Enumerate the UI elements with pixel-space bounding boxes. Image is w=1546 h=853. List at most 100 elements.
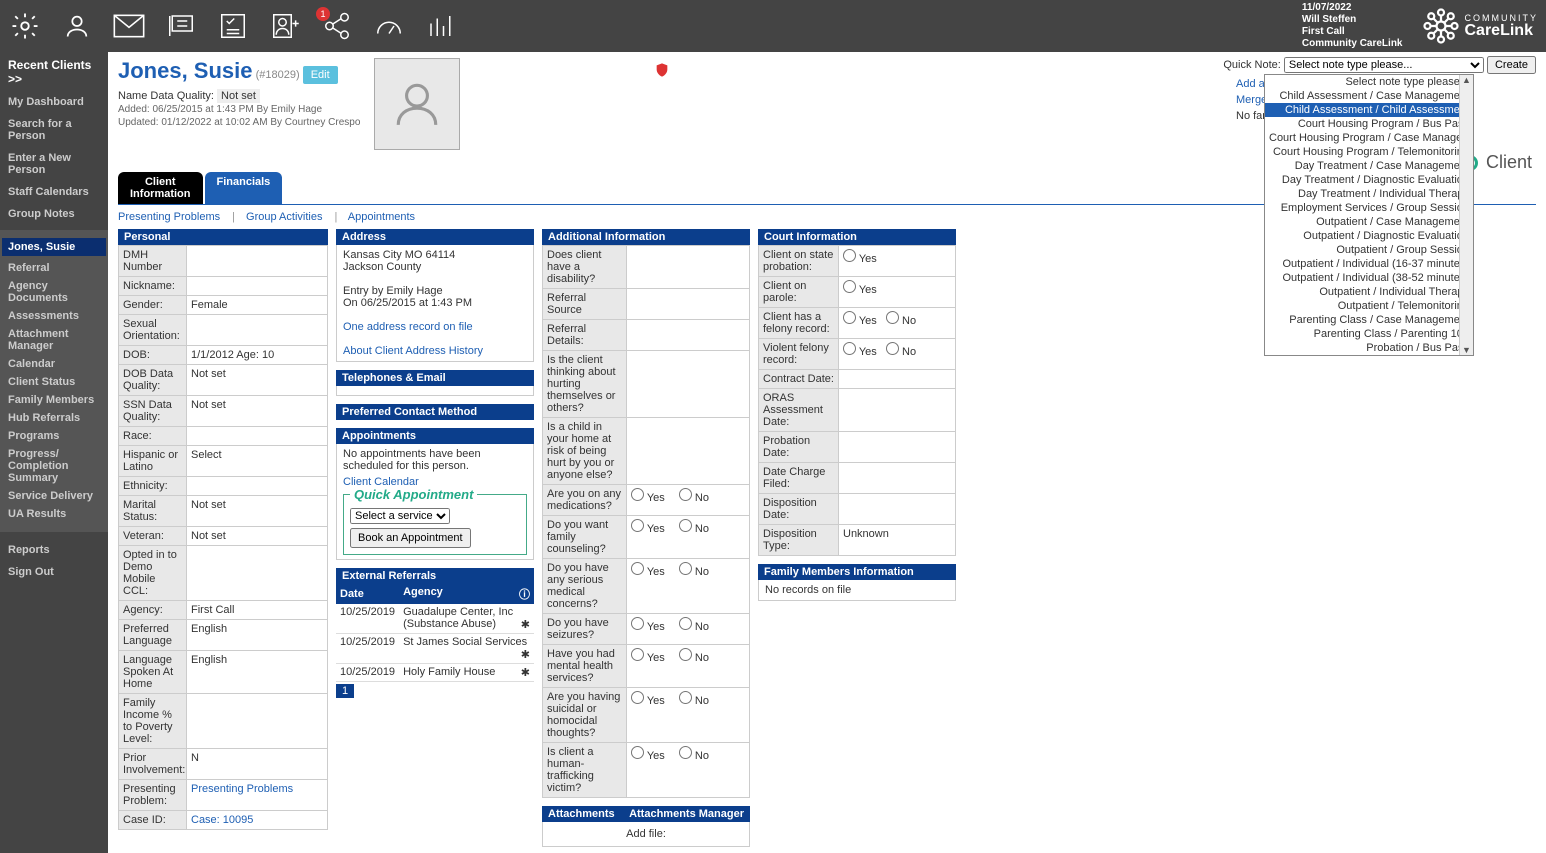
yes-radio[interactable] xyxy=(631,617,644,630)
dropdown-option[interactable]: Child Assessment / Case Management xyxy=(1265,89,1473,103)
note-type-dropdown[interactable]: Select note type please...Child Assessme… xyxy=(1264,74,1474,356)
dropdown-option[interactable]: Probation / Bus Pass xyxy=(1265,341,1473,355)
yes-radio[interactable] xyxy=(631,488,644,501)
presentation-icon[interactable] xyxy=(164,9,198,43)
dropdown-option[interactable]: Outpatient / Diagnostic Evaluation xyxy=(1265,229,1473,243)
no-radio[interactable] xyxy=(886,342,899,355)
subnav-item[interactable]: Attachment Manager xyxy=(8,328,100,352)
add-person-icon[interactable] xyxy=(268,9,302,43)
personal-panel: Personal DMH NumberNickname:Gender:Femal… xyxy=(118,229,328,830)
current-client[interactable]: Jones, Susie xyxy=(2,238,106,256)
subnav-item[interactable]: Progress/ Completion Summary xyxy=(8,448,100,484)
dropdown-option[interactable]: Day Treatment / Diagnostic Evaluation xyxy=(1265,173,1473,187)
no-radio[interactable] xyxy=(679,617,692,630)
dropdown-option[interactable]: Outpatient / Telemonitoring xyxy=(1265,299,1473,313)
dropdown-option[interactable]: Outpatient / Case Management xyxy=(1265,215,1473,229)
no-radio[interactable] xyxy=(679,519,692,532)
shield-icon[interactable] xyxy=(654,62,670,78)
row-gear-icon[interactable]: ✱ xyxy=(521,618,530,631)
yes-radio[interactable] xyxy=(631,691,644,704)
share-icon[interactable]: 1 xyxy=(320,9,354,43)
create-button[interactable]: Create xyxy=(1487,56,1536,74)
pager[interactable]: 1 xyxy=(336,684,354,698)
book-appointment-button[interactable]: Book an Appointment xyxy=(350,528,471,548)
personal-row: Ethnicity: xyxy=(118,477,328,496)
dropdown-option[interactable]: Outpatient / Individual Therapy xyxy=(1265,285,1473,299)
gear-icon[interactable] xyxy=(8,9,42,43)
edit-button[interactable]: Edit xyxy=(303,66,338,84)
yes-radio[interactable] xyxy=(843,342,856,355)
no-radio[interactable] xyxy=(679,648,692,661)
court-column: Court Information Client on state probat… xyxy=(758,229,956,601)
add-file[interactable]: Add file: xyxy=(542,822,750,847)
no-radio[interactable] xyxy=(679,488,692,501)
nav-item[interactable]: Reports xyxy=(8,544,100,556)
question-row: Referral Details: xyxy=(542,320,750,351)
yes-radio[interactable] xyxy=(843,249,856,262)
yes-radio[interactable] xyxy=(631,648,644,661)
tab-financials[interactable]: Financials xyxy=(205,172,283,204)
row-gear-icon[interactable]: ✱ xyxy=(521,648,530,661)
dropdown-option[interactable]: Select note type please... xyxy=(1265,75,1473,89)
subtab-presenting[interactable]: Presenting Problems xyxy=(118,211,220,223)
address-history-link[interactable]: About Client Address History xyxy=(343,345,527,357)
attachments-manager-link[interactable]: Attachments Manager xyxy=(629,808,744,820)
personal-row: Veteran:Not set xyxy=(118,527,328,546)
yes-radio[interactable] xyxy=(843,311,856,324)
session-meta: 11/07/2022 Will Steffen First Call Commu… xyxy=(1302,2,1403,50)
dropdown-option[interactable]: Outpatient / Individual (16-37 minutes) xyxy=(1265,257,1473,271)
dropdown-scrollbar[interactable] xyxy=(1459,75,1473,355)
no-radio[interactable] xyxy=(679,562,692,575)
dropdown-option[interactable]: Day Treatment / Case Management xyxy=(1265,159,1473,173)
subnav-item[interactable]: UA Results xyxy=(8,508,100,520)
row-gear-icon[interactable]: ✱ xyxy=(521,666,530,679)
nav-item[interactable]: Sign Out xyxy=(8,566,100,578)
subnav-item[interactable]: Service Delivery xyxy=(8,490,100,502)
address-record-link[interactable]: One address record on file xyxy=(343,321,527,333)
subnav-item[interactable]: Programs xyxy=(8,430,100,442)
service-select[interactable]: Select a service xyxy=(350,508,450,524)
dropdown-option[interactable]: Court Housing Program / Case Management xyxy=(1265,131,1473,145)
dropdown-option[interactable]: Court Housing Program / Telemonitoring xyxy=(1265,145,1473,159)
subnav-item[interactable]: Referral xyxy=(8,262,100,274)
subnav-item[interactable]: Calendar xyxy=(8,358,100,370)
dropdown-option[interactable]: Parenting Class / Parenting 101 xyxy=(1265,327,1473,341)
nav-item[interactable]: Staff Calendars xyxy=(8,186,100,198)
personal-row: Language Spoken At HomeEnglish xyxy=(118,651,328,694)
subnav-item[interactable]: Agency Documents xyxy=(8,280,100,304)
barchart-icon[interactable] xyxy=(424,9,458,43)
yes-radio[interactable] xyxy=(843,280,856,293)
subtab-appt[interactable]: Appointments xyxy=(348,211,415,223)
no-radio[interactable] xyxy=(886,311,899,324)
dropdown-option[interactable]: Day Treatment / Individual Therapy xyxy=(1265,187,1473,201)
mail-icon[interactable] xyxy=(112,9,146,43)
tab-client-info[interactable]: ClientInformation xyxy=(118,172,203,204)
nav-item[interactable]: Search for a Person xyxy=(8,118,100,142)
subnav-item[interactable]: Family Members xyxy=(8,394,100,406)
dropdown-option[interactable]: Outpatient / Group Session xyxy=(1265,243,1473,257)
added-audit: Added: 06/25/2015 at 1:43 PM By Emily Ha… xyxy=(118,104,360,115)
yes-radio[interactable] xyxy=(631,519,644,532)
no-radio[interactable] xyxy=(679,691,692,704)
recent-clients[interactable]: Recent Clients >> xyxy=(8,58,100,86)
share-badge: 1 xyxy=(316,7,330,21)
note-type-select[interactable]: Select note type please... xyxy=(1284,57,1484,73)
nav-item[interactable]: My Dashboard xyxy=(8,96,100,108)
subtab-group[interactable]: Group Activities xyxy=(246,211,322,223)
subnav-item[interactable]: Hub Referrals xyxy=(8,412,100,424)
dropdown-option[interactable]: Employment Services / Group Session xyxy=(1265,201,1473,215)
nav-item[interactable]: Group Notes xyxy=(8,208,100,220)
person-icon[interactable] xyxy=(60,9,94,43)
nav-item[interactable]: Enter a New Person xyxy=(8,152,100,176)
dropdown-option[interactable]: Parenting Class / Case Management xyxy=(1265,313,1473,327)
no-radio[interactable] xyxy=(679,746,692,759)
gauge-icon[interactable] xyxy=(372,9,406,43)
dropdown-option[interactable]: Outpatient / Individual (38-52 minutes) xyxy=(1265,271,1473,285)
subnav-item[interactable]: Assessments xyxy=(8,310,100,322)
subnav-item[interactable]: Client Status xyxy=(8,376,100,388)
dropdown-option[interactable]: Court Housing Program / Bus Pass xyxy=(1265,117,1473,131)
yes-radio[interactable] xyxy=(631,746,644,759)
dropdown-option[interactable]: Child Assessment / Child Assessment xyxy=(1265,103,1473,117)
question-row: Are you having suicidal or homocidal tho… xyxy=(542,688,750,743)
yes-radio[interactable] xyxy=(631,562,644,575)
